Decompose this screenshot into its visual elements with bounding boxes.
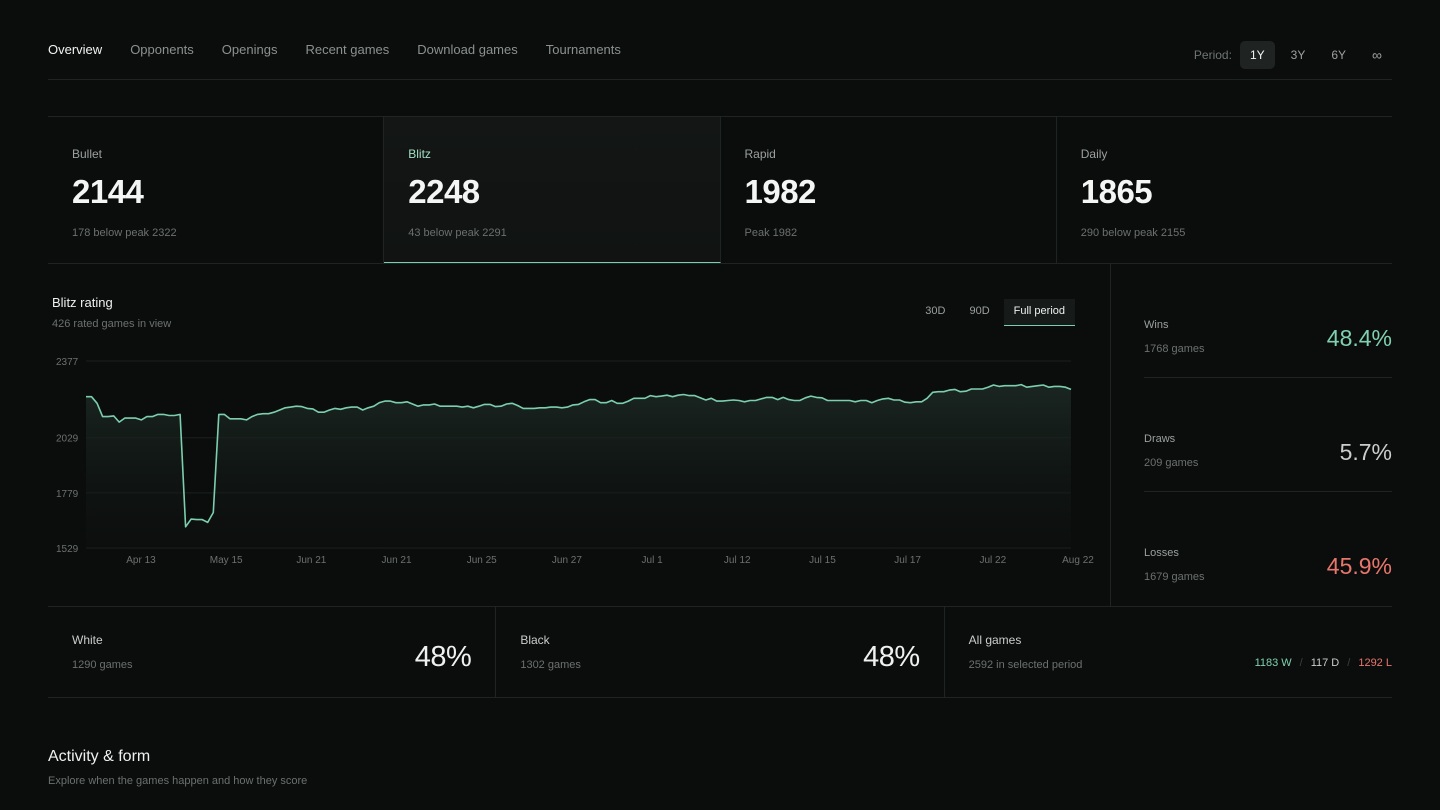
draws-count: 117 D <box>1310 657 1340 669</box>
split-percent: 48% <box>414 641 472 673</box>
y-tick-label: 1529 <box>56 544 79 555</box>
result-losses: Losses 1679 games 45.9% <box>1144 492 1392 606</box>
rating-card-daily[interactable]: Daily 1865 290 below peak 2155 <box>1057 117 1392 263</box>
tab-recent-games[interactable]: Recent games <box>305 42 390 57</box>
rating-card-bullet[interactable]: Bullet 2144 178 below peak 2322 <box>48 117 385 263</box>
split-percent: 48% <box>863 641 920 673</box>
x-tick-label: Apr 13 <box>126 555 156 566</box>
result-games: 1768 games <box>1144 343 1205 355</box>
period-1y-button[interactable]: 1Y <box>1239 41 1275 69</box>
y-tick-label: 2029 <box>56 434 79 445</box>
card-label: Rapid <box>744 147 776 161</box>
top-nav: Overview Opponents Openings Recent games… <box>48 0 1392 80</box>
tab-download-games[interactable]: Download games <box>417 42 518 57</box>
rating-card-blitz[interactable]: Blitz 2248 43 below peak 2291 <box>384 117 721 263</box>
x-tick-label: Jul 15 <box>809 555 836 566</box>
rating-card-rapid[interactable]: Rapid 1982 Peak 1982 <box>721 117 1057 263</box>
period-6y-button[interactable]: 6Y <box>1331 48 1347 62</box>
card-label: Bullet <box>72 147 103 161</box>
tab-opponents[interactable]: Opponents <box>130 42 194 57</box>
result-label: Losses <box>1144 547 1179 559</box>
losses-count: 1292 L <box>1358 657 1392 669</box>
wins-count: 1183 W <box>1254 657 1292 669</box>
result-percent: 45.9% <box>1326 553 1392 579</box>
chart-subtitle: 426 rated games in view <box>52 318 172 330</box>
x-tick-label: Jun 21 <box>382 555 412 566</box>
x-tick-label: Jul 22 <box>979 555 1006 566</box>
result-percent: 5.7% <box>1339 439 1392 465</box>
rating-chart-panel: 2377 2029 1779 1529 Apr 13 May 15 Jun 21 Jun 21… <box>48 264 1111 606</box>
x-tick-label: Jul 12 <box>724 555 751 566</box>
card-subtext: 290 below peak 2155 <box>1080 227 1186 239</box>
x-tick-label: Jun 21 <box>296 555 326 566</box>
split-games: 2592 in selected period <box>968 659 1083 671</box>
split-label: All games <box>968 633 1022 647</box>
separator: / <box>1299 657 1303 669</box>
result-games: 209 games <box>1144 457 1199 469</box>
card-subtext: 178 below peak 2322 <box>72 227 177 239</box>
card-label: Blitz <box>408 147 431 161</box>
range-90d-button[interactable]: 90D <box>969 305 990 317</box>
range-full-period-button[interactable]: Full period <box>1003 299 1075 326</box>
tab-openings[interactable]: Openings <box>221 42 278 57</box>
tab-tournaments[interactable]: Tournaments <box>545 42 621 57</box>
rating-chart: 2377 2029 1779 1529 Apr 13 May 15 Jun 21 Jun 21… <box>56 357 1094 566</box>
rating-line <box>86 383 1072 528</box>
x-tick-label: Jul 1 <box>642 555 664 566</box>
section-subtitle: Explore when the games happen and how th… <box>48 775 308 787</box>
result-games: 1679 games <box>1144 571 1205 583</box>
section-title: Activity & form <box>48 748 151 765</box>
result-draws: Draws 209 games 5.7% <box>1144 378 1392 492</box>
range-selector: 30D 90D Full period <box>915 299 1075 326</box>
split-games: 1290 games <box>72 659 133 671</box>
separator: / <box>1347 657 1351 669</box>
y-tick-label: 2377 <box>56 357 79 368</box>
card-value: 2248 <box>408 173 480 210</box>
period-3y-button[interactable]: 3Y <box>1290 48 1306 62</box>
result-wins: Wins 1768 games 48.4% <box>1144 264 1392 378</box>
color-split: White 1290 games 48% Black 1302 games 48… <box>48 606 1392 698</box>
split-white: White 1290 games 48% <box>48 607 497 697</box>
x-tick-label: Jul 17 <box>894 555 921 566</box>
rating-cards: Bullet 2144 178 below peak 2322 Blitz 22… <box>48 116 1392 264</box>
period-selector: Period: 1Y 3Y 6Y ∞ <box>1194 40 1392 70</box>
card-subtext: Peak 1982 <box>744 227 798 239</box>
card-value: 1865 <box>1080 173 1153 210</box>
period-all-button[interactable]: ∞ <box>1372 47 1382 63</box>
x-tick-label: Aug 22 <box>1062 555 1094 566</box>
period-label: Period: <box>1193 48 1232 62</box>
tab-overview[interactable]: Overview <box>48 42 103 57</box>
card-value: 2144 <box>72 173 144 210</box>
x-tick-label: Jun 27 <box>552 555 582 566</box>
card-value: 1982 <box>744 173 817 210</box>
rating-area <box>86 384 1071 548</box>
result-percent: 48.4% <box>1326 325 1392 351</box>
split-games: 1302 games <box>520 659 581 671</box>
chart-title: Blitz rating <box>52 295 113 310</box>
result-label: Wins <box>1144 319 1169 331</box>
dashboard: Overview Opponents Openings Recent games… <box>48 0 1392 787</box>
range-30d-button[interactable]: 30D <box>925 305 946 317</box>
results-panel: Wins 1768 games 48.4% Draws 209 games 5.… <box>1144 264 1392 606</box>
wdl-summary: 1183 W / 117 D / 1292 L <box>1255 657 1392 669</box>
split-label: Black <box>520 633 550 647</box>
split-black: Black 1302 games 48% <box>496 607 945 697</box>
split-all-games: All games 2592 in selected period 1183 W… <box>945 607 1392 697</box>
split-label: White <box>72 633 103 647</box>
result-label: Draws <box>1144 433 1176 445</box>
x-tick-label: May 15 <box>210 555 243 566</box>
card-subtext: 43 below peak 2291 <box>408 227 507 239</box>
card-label: Daily <box>1080 147 1108 161</box>
x-tick-label: Jun 25 <box>467 555 497 566</box>
y-tick-label: 1779 <box>56 489 79 500</box>
tab-bar: Overview Opponents Openings Recent games… <box>48 42 621 57</box>
